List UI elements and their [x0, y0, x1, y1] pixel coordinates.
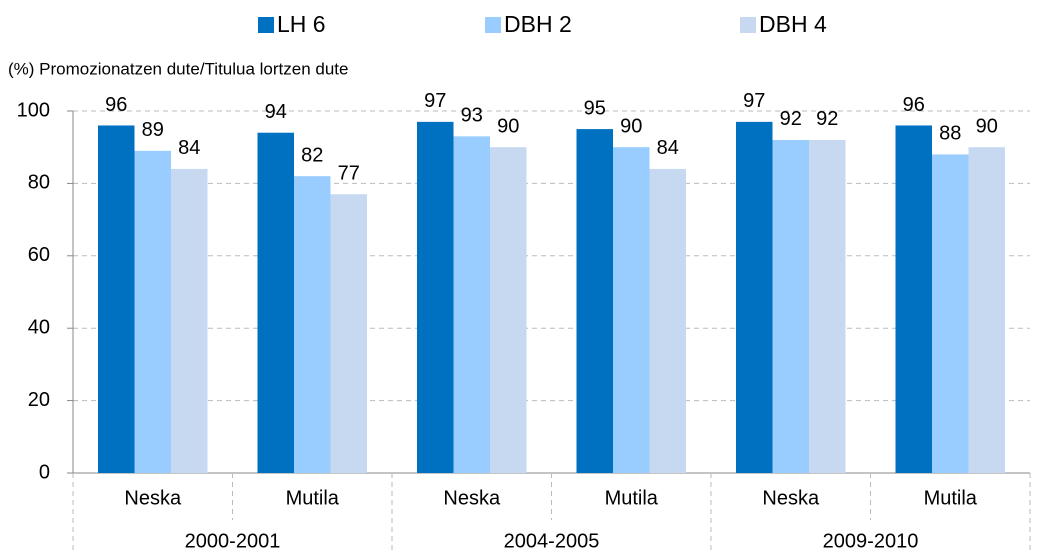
x-tick-label: Neska [443, 487, 501, 509]
x-tick-label: Mutila [605, 487, 659, 509]
legend-label: DBH 2 [504, 11, 572, 37]
group-label: 2004-2005 [504, 530, 600, 552]
value-label: 84 [657, 137, 679, 159]
y-axis-label: (%) Promozionatzen dute/Titulua lortzen … [8, 59, 349, 78]
x-tick-label: Mutila [924, 487, 978, 509]
x-tick-label: Mutila [286, 487, 340, 509]
value-label: 92 [816, 108, 838, 130]
x-tick-label: Neska [762, 487, 820, 509]
bar [330, 194, 367, 473]
bar [576, 129, 613, 473]
value-label: 89 [142, 119, 164, 141]
value-label: 97 [424, 90, 446, 112]
legend-swatch [485, 17, 501, 33]
value-label: 95 [584, 97, 606, 119]
value-label: 96 [105, 94, 127, 116]
bar [968, 147, 1005, 473]
bar [932, 154, 969, 473]
x-tick-label: Neska [124, 487, 182, 509]
value-label: 97 [743, 90, 765, 112]
bar [649, 168, 686, 474]
bar [171, 168, 208, 474]
y-tick-label: 100 [17, 99, 50, 121]
value-label: 90 [497, 115, 519, 137]
legend-swatch [740, 17, 756, 33]
legend-label: DBH 4 [759, 11, 827, 37]
value-label: 92 [780, 108, 802, 130]
bar [134, 150, 171, 473]
value-label: 90 [620, 115, 642, 137]
y-tick-label: 60 [28, 244, 50, 266]
bar [257, 132, 294, 473]
bar [294, 176, 331, 473]
y-tick-label: 80 [28, 172, 50, 194]
bar [98, 125, 135, 473]
y-tick-label: 0 [39, 461, 50, 483]
bar [490, 147, 527, 473]
value-label: 93 [461, 105, 483, 127]
value-label: 94 [265, 101, 287, 123]
bar [809, 139, 846, 473]
bar [453, 136, 490, 473]
group-label: 2000-2001 [185, 530, 281, 552]
value-label: 82 [301, 144, 323, 166]
bar [895, 125, 932, 473]
legend-label: LH 6 [277, 11, 326, 37]
y-tick-label: 40 [28, 316, 50, 338]
value-label: 84 [178, 137, 200, 159]
value-label: 88 [939, 123, 961, 145]
value-label: 77 [338, 163, 360, 185]
bar [613, 147, 650, 473]
bar [736, 121, 773, 474]
y-tick-label: 20 [28, 389, 50, 411]
bar [417, 121, 454, 474]
legend-swatch [258, 17, 274, 33]
value-label: 96 [903, 94, 925, 116]
bar [772, 139, 809, 473]
value-label: 90 [976, 115, 998, 137]
group-label: 2009-2010 [823, 530, 919, 552]
